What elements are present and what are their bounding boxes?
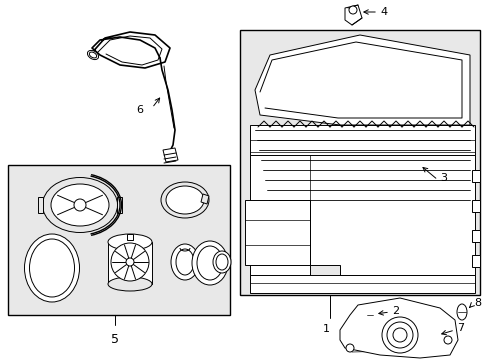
Polygon shape	[163, 148, 178, 162]
Polygon shape	[471, 230, 479, 242]
Polygon shape	[345, 5, 361, 25]
Ellipse shape	[363, 307, 375, 323]
Ellipse shape	[216, 254, 227, 270]
Ellipse shape	[24, 234, 80, 302]
Ellipse shape	[165, 186, 203, 214]
Ellipse shape	[176, 249, 194, 275]
Bar	[8, 165, 229, 315]
Ellipse shape	[197, 246, 223, 280]
Ellipse shape	[51, 184, 109, 226]
Ellipse shape	[456, 304, 466, 320]
Polygon shape	[249, 275, 474, 293]
Text: 2: 2	[391, 306, 398, 316]
Ellipse shape	[42, 177, 117, 233]
Circle shape	[346, 344, 353, 352]
Polygon shape	[38, 197, 43, 213]
Polygon shape	[471, 200, 479, 212]
Ellipse shape	[89, 52, 97, 58]
Polygon shape	[471, 170, 479, 182]
Circle shape	[348, 6, 356, 14]
Ellipse shape	[108, 277, 152, 291]
Text: 8: 8	[473, 298, 480, 308]
Text: 6: 6	[136, 105, 143, 115]
Polygon shape	[127, 234, 133, 240]
Polygon shape	[249, 125, 474, 155]
Circle shape	[126, 258, 134, 266]
Text: 4: 4	[379, 7, 386, 17]
Ellipse shape	[161, 182, 208, 218]
Ellipse shape	[171, 244, 199, 280]
Bar	[240, 30, 479, 295]
Polygon shape	[117, 197, 122, 213]
Polygon shape	[249, 155, 474, 280]
Ellipse shape	[108, 234, 152, 250]
Polygon shape	[339, 298, 457, 358]
Circle shape	[443, 336, 451, 344]
Polygon shape	[201, 194, 208, 204]
Text: 3: 3	[439, 173, 446, 183]
Ellipse shape	[29, 239, 74, 297]
Ellipse shape	[192, 241, 227, 285]
Circle shape	[386, 322, 412, 348]
Ellipse shape	[87, 50, 99, 60]
Circle shape	[74, 199, 86, 211]
Ellipse shape	[111, 243, 149, 281]
Text: 5: 5	[111, 333, 119, 346]
Polygon shape	[471, 255, 479, 267]
Polygon shape	[108, 242, 152, 284]
Polygon shape	[244, 200, 309, 265]
Text: 1: 1	[322, 324, 329, 334]
Circle shape	[381, 317, 417, 353]
Polygon shape	[254, 35, 469, 125]
Ellipse shape	[213, 251, 230, 273]
Circle shape	[392, 328, 406, 342]
Text: 7: 7	[456, 323, 463, 333]
